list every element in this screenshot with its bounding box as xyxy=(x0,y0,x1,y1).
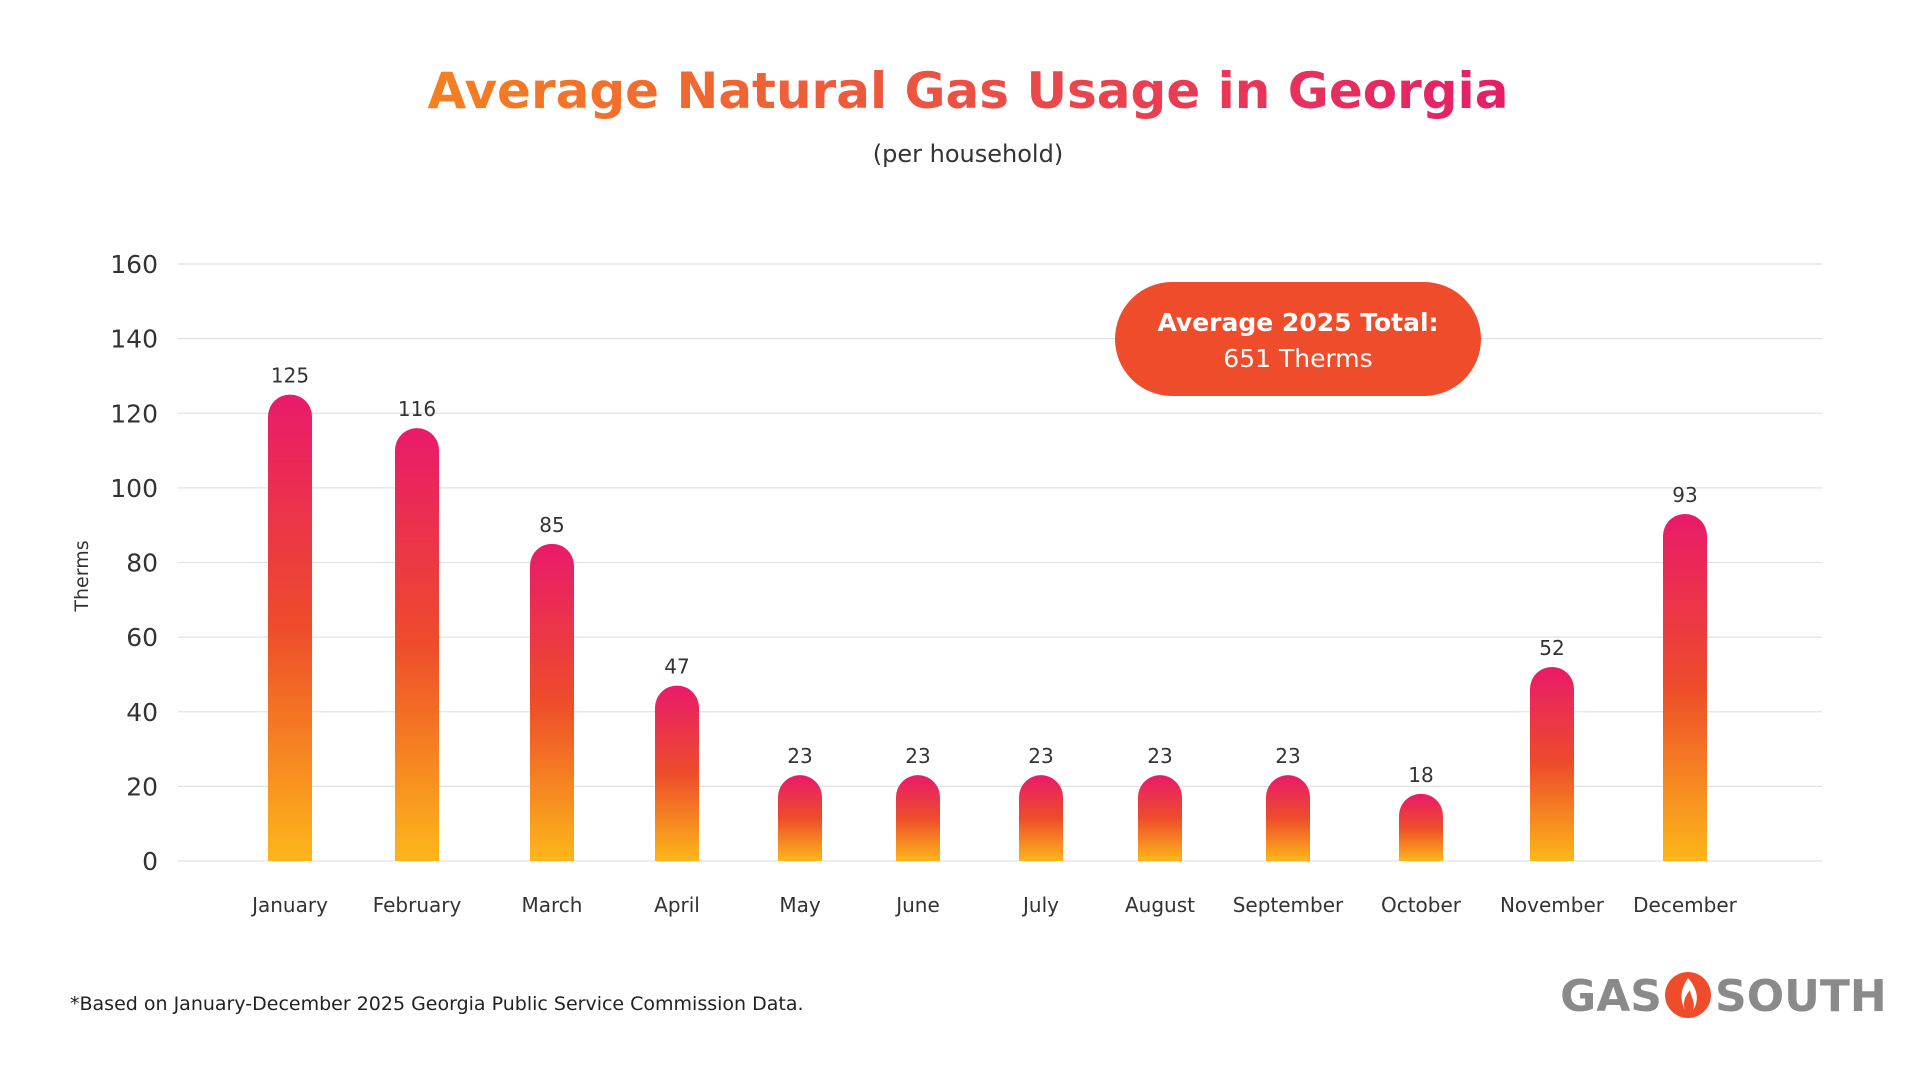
callout-background xyxy=(1115,282,1481,396)
bar-february xyxy=(395,428,439,861)
flame-icon xyxy=(1665,972,1711,1018)
bar-june xyxy=(896,775,940,861)
logo-text-gas: GAS xyxy=(1560,971,1662,1022)
y-axis-label: Therms xyxy=(71,540,93,612)
bar-may xyxy=(778,775,822,861)
value-label: 23 xyxy=(1147,744,1172,768)
value-label: 93 xyxy=(1672,483,1697,507)
bar-july xyxy=(1019,775,1063,861)
x-axis-labels: January February March April May June July Augu… xyxy=(250,893,1738,917)
bar-march xyxy=(530,543,574,861)
gas-south-logo: GAS SOUTH xyxy=(1560,971,1887,1022)
value-label: 23 xyxy=(1028,744,1053,768)
x-tick-label: November xyxy=(1500,893,1605,917)
x-tick-label: March xyxy=(522,893,583,917)
x-tick-label: July xyxy=(1021,893,1059,917)
value-label: 85 xyxy=(539,513,564,537)
value-label: 52 xyxy=(1539,636,1564,660)
bar-november xyxy=(1530,666,1574,861)
bar-september xyxy=(1266,775,1310,861)
value-label: 125 xyxy=(271,364,309,388)
x-tick-label: May xyxy=(779,893,821,917)
x-tick-label: January xyxy=(250,893,328,917)
chart-title: Average Natural Gas Usage in Georgia xyxy=(428,62,1509,120)
y-tick-label: 20 xyxy=(126,772,158,801)
value-label: 23 xyxy=(787,744,812,768)
x-tick-label: September xyxy=(1233,893,1344,917)
y-tick-label: 40 xyxy=(126,698,158,727)
x-tick-label: June xyxy=(894,893,940,917)
y-tick-label: 80 xyxy=(126,549,158,578)
total-callout: Average 2025 Total: 651 Therms xyxy=(1115,282,1481,396)
value-labels: 125 116 85 47 23 23 23 23 23 18 52 93 xyxy=(271,364,1698,787)
callout-line-2: 651 Therms xyxy=(1223,344,1372,373)
logo-text-south: SOUTH xyxy=(1715,971,1887,1022)
y-tick-label: 0 xyxy=(142,847,158,876)
x-tick-label: October xyxy=(1381,893,1462,917)
value-label: 23 xyxy=(1275,744,1300,768)
y-tick-label: 120 xyxy=(110,399,158,428)
bar-august xyxy=(1138,775,1183,861)
bar-april xyxy=(655,685,699,861)
y-tick-label: 100 xyxy=(110,474,158,503)
y-tick-label: 160 xyxy=(110,250,158,279)
value-label: 116 xyxy=(398,397,436,421)
value-label: 18 xyxy=(1408,763,1433,787)
x-tick-label: February xyxy=(373,893,462,917)
value-label: 23 xyxy=(905,744,930,768)
x-tick-label: December xyxy=(1633,893,1737,917)
callout-line-1: Average 2025 Total: xyxy=(1157,308,1438,337)
chart-subtitle: (per household) xyxy=(873,140,1063,168)
y-axis-ticks: 0 20 40 60 80 100 120 140 160 xyxy=(110,250,158,876)
bar-october xyxy=(1399,793,1443,861)
value-label: 47 xyxy=(664,655,689,679)
bar-december xyxy=(1663,513,1707,861)
y-tick-label: 60 xyxy=(126,623,158,652)
x-tick-label: August xyxy=(1125,893,1195,917)
y-tick-label: 140 xyxy=(110,325,158,354)
x-tick-label: April xyxy=(654,893,700,917)
bar-january xyxy=(268,394,312,861)
footnote: *Based on January-December 2025 Georgia … xyxy=(70,993,804,1015)
grid-lines xyxy=(178,263,1822,862)
bars xyxy=(268,394,1707,861)
